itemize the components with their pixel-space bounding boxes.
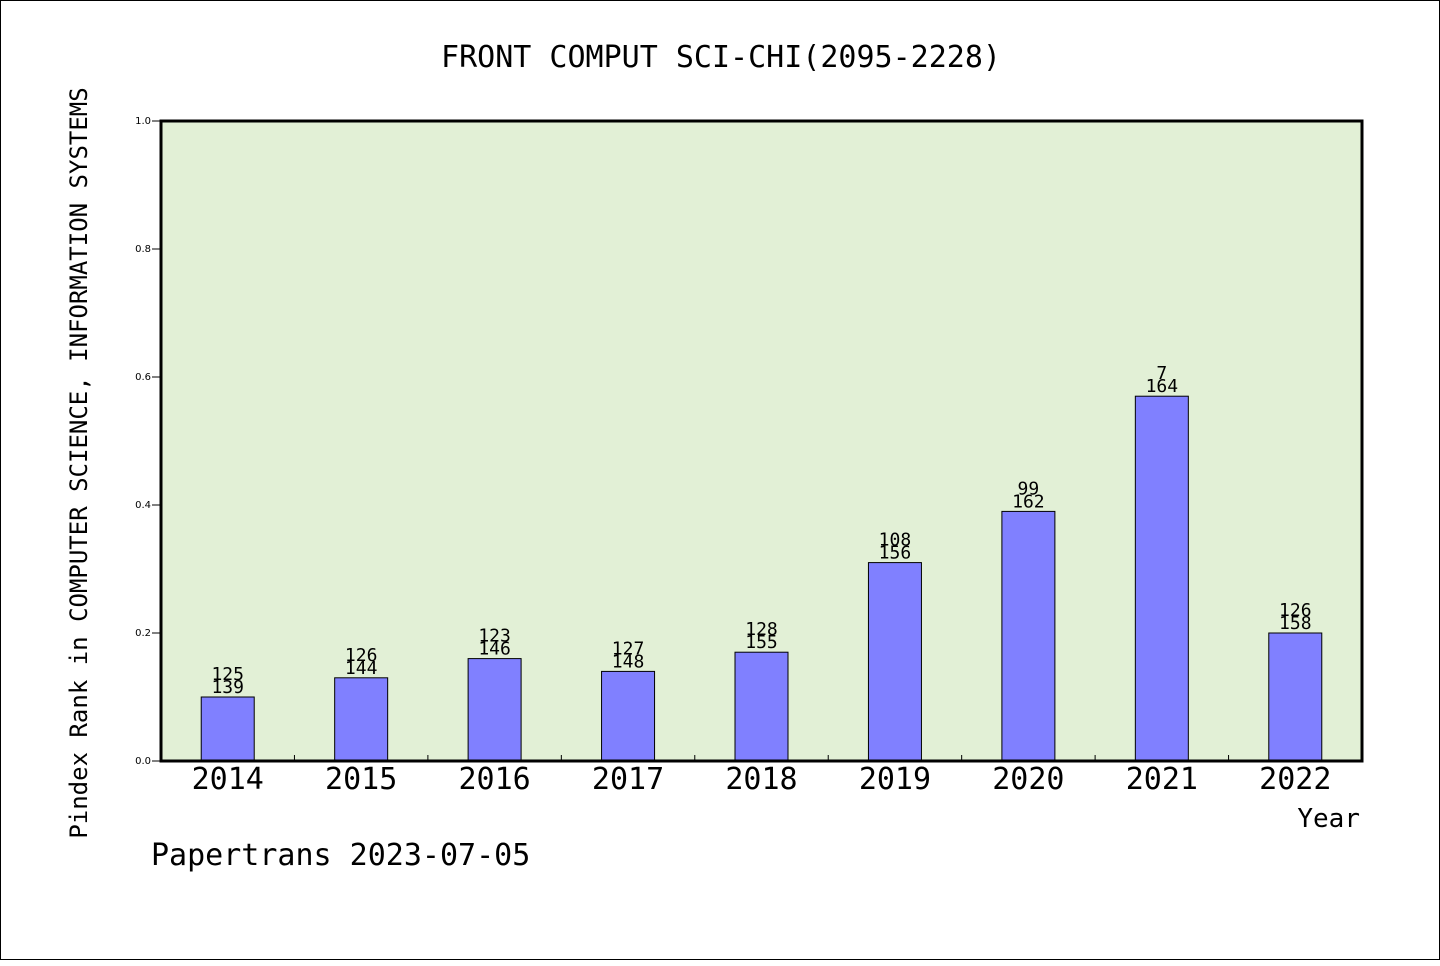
data-label-top: 7: [1156, 363, 1167, 384]
data-label-bottom: 155: [745, 632, 778, 653]
y-tick-label: 0.4: [135, 500, 151, 511]
y-axis-label: Pindex Rank in COMPUTER SCIENCE, INFORMA…: [65, 87, 93, 838]
data-label-top: 108: [879, 530, 912, 551]
x-tick-label: 2016: [458, 762, 530, 797]
data-label-bottom: 139: [211, 677, 244, 698]
bar-2017: [601, 670, 656, 762]
bar-2018: [734, 651, 789, 762]
y-tick-label: 0.6: [135, 372, 151, 383]
data-label-top: 123: [478, 626, 511, 647]
bar-2022: [1268, 632, 1323, 762]
x-tick-label: 2014: [192, 762, 264, 797]
data-label-top: 126: [1279, 600, 1312, 621]
data-label-bottom: 162: [1012, 491, 1045, 512]
x-tick-label: 2019: [859, 762, 931, 797]
y-tick-label: 1.0: [135, 116, 151, 127]
bar-2021: [1134, 395, 1189, 762]
data-label-bottom: 148: [612, 651, 645, 672]
x-axis-ticks: 2014 2015 2016 2017 2018 2019 2020 2021 2022: [192, 755, 1331, 797]
x-tick-label: 2018: [725, 762, 797, 797]
data-label-bottom: 146: [478, 639, 511, 660]
data-label-bottom: 164: [1146, 376, 1179, 397]
y-tick-label: 0.8: [135, 244, 151, 255]
x-tick-label: 2015: [325, 762, 397, 797]
data-label-top: 128: [745, 619, 778, 640]
data-label-top: 125: [211, 664, 244, 685]
bar-2020: [1001, 510, 1056, 762]
x-tick-label: 2021: [1126, 762, 1198, 797]
data-label-top: 99: [1018, 478, 1040, 499]
y-tick-label: 0.0: [135, 756, 151, 767]
x-tick-label: 2020: [992, 762, 1064, 797]
y-axis-ticks: 0.0 0.2 0.4 0.6 0.8 1.0: [135, 116, 161, 767]
data-label-bottom: 156: [879, 543, 912, 564]
chart-title: FRONT COMPUT SCI-CHI(2095-2228): [441, 40, 1001, 75]
plot-border: [159, 119, 1364, 763]
bar-2014: [200, 696, 255, 762]
x-tick-label: 2017: [592, 762, 664, 797]
bar-series: [200, 395, 1323, 762]
data-label-bottom: 158: [1279, 613, 1312, 634]
x-tick-label: 2022: [1259, 762, 1331, 797]
data-label-bottom: 144: [345, 658, 378, 679]
bar-2016: [467, 658, 522, 762]
bar-2019: [867, 562, 922, 762]
data-label-top: 127: [612, 638, 645, 659]
footer-text: Papertrans 2023-07-05: [151, 838, 530, 873]
y-tick-label: 0.2: [135, 628, 151, 639]
x-axis-label: Year: [1297, 804, 1360, 834]
bar-2015: [334, 677, 389, 762]
data-label-top: 126: [345, 645, 378, 666]
